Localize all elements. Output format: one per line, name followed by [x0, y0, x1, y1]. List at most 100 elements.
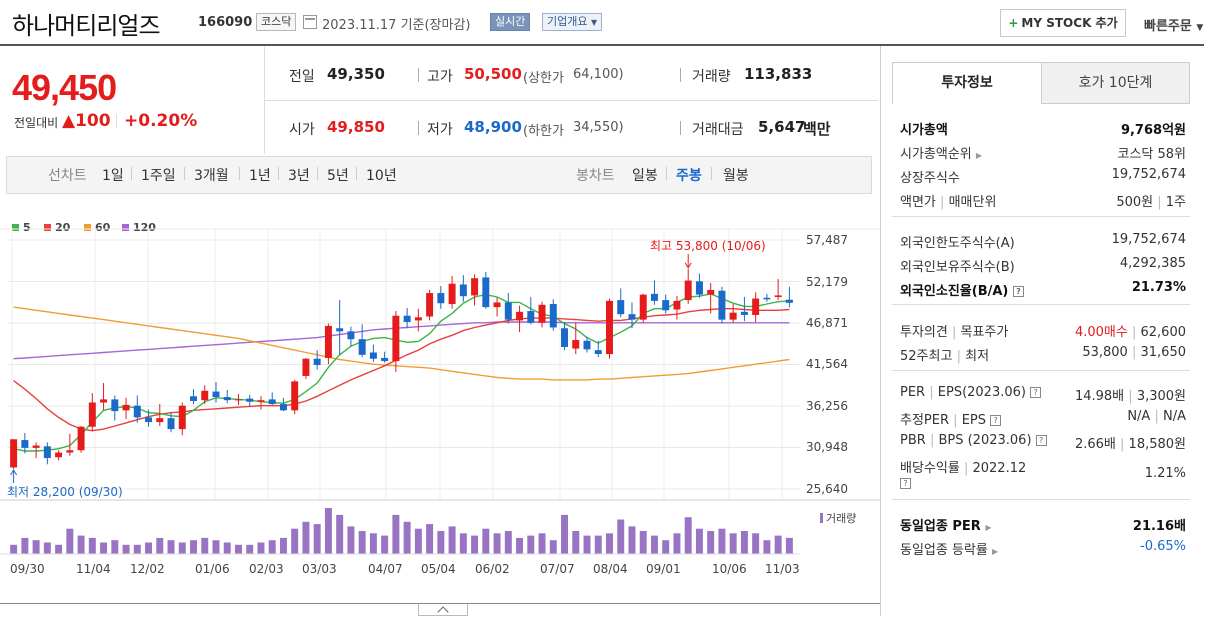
company-overview-dropdown[interactable]: 기업개요 ▼: [542, 13, 603, 31]
info-value: 21.16배: [1132, 519, 1186, 534]
volume-bar: [527, 535, 535, 554]
high-annotation: 최고 53,800 (10/06): [650, 239, 766, 253]
help-icon[interactable]: ?: [1035, 435, 1047, 446]
volume-bar: [291, 528, 299, 554]
info-divider: [892, 304, 1190, 305]
volume-bar: [471, 535, 479, 554]
info-key: 시가총액: [900, 123, 948, 138]
volume-bar: [88, 537, 96, 554]
legend-ma20: 20: [44, 221, 70, 234]
prev-close-value: 49,350: [327, 65, 385, 83]
x-tick: 11/03: [765, 562, 800, 576]
info-key: 동일업종 등락률 ▶: [900, 539, 998, 558]
legend-ma60: 60: [84, 221, 110, 234]
prev-close-label: 전일: [289, 69, 315, 85]
price-chart[interactable]: [0, 228, 880, 604]
separator: |: [1128, 389, 1133, 404]
info-key-text: 동일업종 등락률: [900, 543, 988, 558]
help-icon[interactable]: ?: [1012, 286, 1024, 297]
my-stock-add-button[interactable]: + MY STOCK 추가: [1000, 9, 1126, 37]
volume-bar: [369, 533, 377, 554]
volume-bar: [178, 542, 186, 554]
period-10y[interactable]: 10년: [366, 168, 397, 184]
volume-bar: [381, 535, 389, 554]
separator: [356, 167, 357, 180]
info-key-text: 동일업종 PER: [900, 519, 981, 534]
period-3y[interactable]: 3년: [288, 168, 310, 184]
volume-bar: [324, 508, 332, 554]
ma5-line: [13, 293, 790, 452]
amount-unit: 백만: [803, 120, 831, 138]
info-key: 시가총액순위 ▶: [900, 143, 982, 162]
change-separator: [116, 114, 117, 128]
tab-active-gap: [893, 103, 1041, 104]
realtime-button[interactable]: 실시간: [490, 13, 531, 31]
x-tick: 09/30: [10, 562, 45, 576]
candle-body: [718, 290, 726, 320]
quick-order-button[interactable]: 빠른주문 ▼: [1144, 15, 1203, 34]
y-tick: 57,487: [806, 233, 848, 247]
legend-ma5-label: 5: [23, 221, 31, 234]
x-tick: 10/06: [712, 562, 747, 576]
candle-body: [426, 293, 434, 317]
volume-bar: [167, 540, 175, 554]
volume-bar: [10, 544, 18, 554]
candle-body: [459, 284, 467, 297]
period-1w[interactable]: 1주일: [141, 168, 176, 184]
volume-bar: [133, 544, 141, 554]
candle-monthly[interactable]: 월봉: [723, 168, 749, 184]
candle-body: [740, 311, 748, 315]
help-icon[interactable]: ?: [990, 415, 1002, 426]
candle-weekly[interactable]: 주봉: [676, 168, 702, 184]
candle-body: [347, 331, 355, 340]
tab-invest-info[interactable]: 투자정보: [892, 62, 1042, 104]
candle-body: [707, 289, 715, 295]
volume-bar: [223, 542, 231, 554]
help-icon[interactable]: ?: [1030, 387, 1042, 398]
separator: [239, 167, 240, 180]
volume-bar: [32, 540, 40, 554]
volume-bar: [504, 531, 512, 554]
volume-bar: [212, 540, 220, 554]
info-divider: [892, 499, 1190, 500]
info-value-text: 2.66배: [1074, 437, 1116, 452]
volume-bar: [673, 533, 681, 554]
info-key-text: 시가총액순위: [900, 147, 972, 162]
volume-bar: [763, 540, 771, 554]
volume-label: 거래량: [692, 69, 731, 85]
volume-bar: [392, 514, 400, 554]
period-1d[interactable]: 1일: [102, 168, 124, 184]
candle-daily[interactable]: 일봉: [632, 168, 658, 184]
chart-collapse-handle[interactable]: [418, 604, 468, 618]
tab-hoga-10[interactable]: 호가 10단계: [1041, 62, 1190, 104]
volume-bar: [448, 526, 456, 554]
tab-underline: [892, 103, 1190, 104]
volume-bar: [358, 531, 366, 554]
info-value-text: 1주: [1165, 195, 1186, 210]
caret-down-icon: ▼: [590, 18, 598, 27]
volume-bar: [684, 517, 692, 554]
volume-bar: [572, 531, 580, 554]
volume-bar: [459, 533, 467, 554]
separator: |: [1120, 437, 1125, 452]
volume-bar: [561, 514, 569, 554]
period-1y[interactable]: 1년: [249, 168, 271, 184]
help-icon[interactable]: ?: [900, 478, 911, 489]
info-value: 4,292,385: [1119, 256, 1186, 271]
separator: |: [929, 433, 935, 448]
volume-bar: [313, 524, 321, 554]
period-3m[interactable]: 3개월: [194, 168, 229, 184]
volume-bar: [403, 521, 411, 554]
volume-bar: [617, 519, 625, 554]
candle-body: [336, 328, 344, 332]
candle-body: [572, 339, 580, 349]
info-value: 코스닥 58위: [1117, 147, 1186, 162]
candle-body: [684, 280, 692, 301]
candle-body: [234, 399, 242, 401]
period-5y[interactable]: 5년: [327, 168, 349, 184]
change-value: ▲100: [62, 111, 111, 131]
volume-bar: [740, 531, 748, 554]
x-tick: 05/04: [421, 562, 456, 576]
info-value-text: 500원: [1116, 195, 1154, 210]
separator: |: [1131, 325, 1137, 340]
